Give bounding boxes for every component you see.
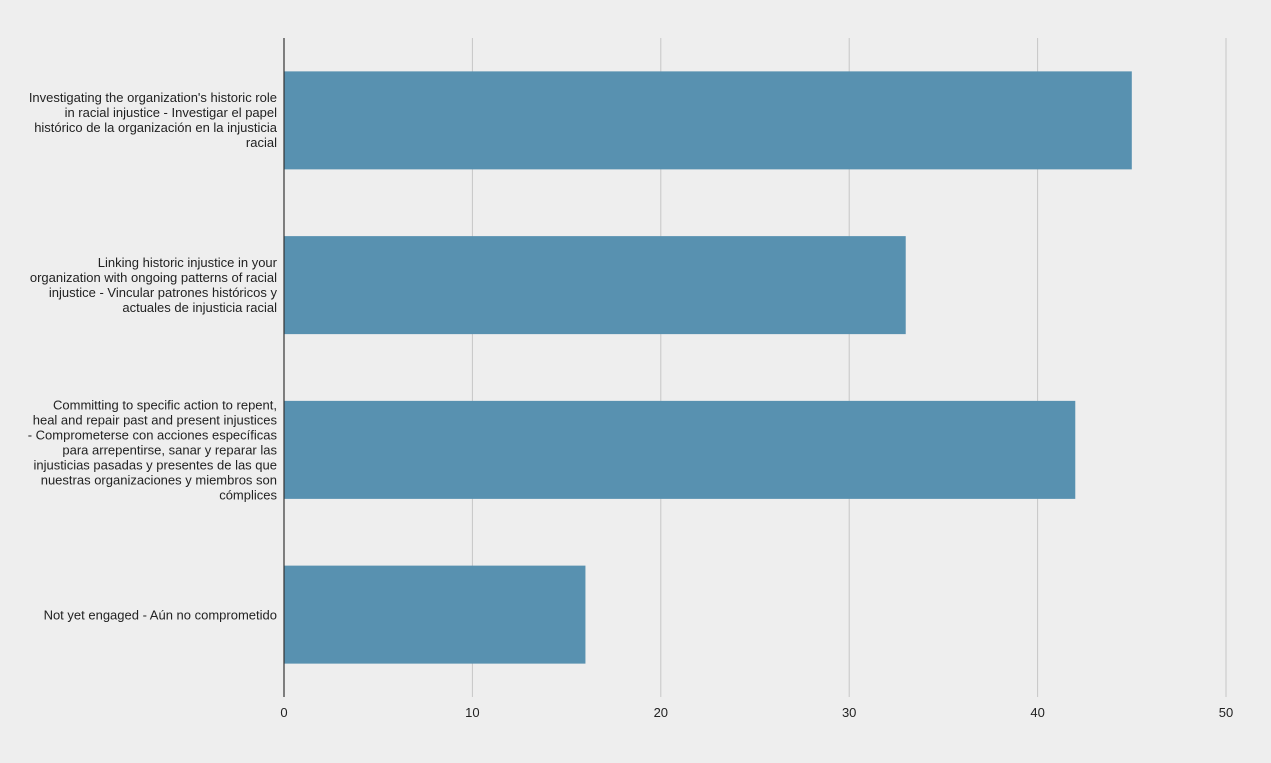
y-category-label: Committing to specific action to repent,… — [27, 397, 277, 503]
y-category-label: Not yet engaged - Aún no comprometido — [43, 607, 277, 623]
bar — [284, 565, 586, 664]
bar — [284, 71, 1132, 170]
x-tick-label: 0 — [280, 705, 287, 720]
x-tick-label: 40 — [1030, 705, 1044, 720]
x-tick-label: 20 — [654, 705, 668, 720]
x-tick-label: 10 — [465, 705, 479, 720]
x-tick-label: 30 — [842, 705, 856, 720]
bar — [284, 400, 1076, 499]
bar — [284, 236, 906, 335]
y-category-label: Investigating the organization's histori… — [28, 90, 277, 151]
x-tick-label: 50 — [1219, 705, 1233, 720]
y-category-label: Linking historic injustice in your organ… — [29, 255, 277, 316]
